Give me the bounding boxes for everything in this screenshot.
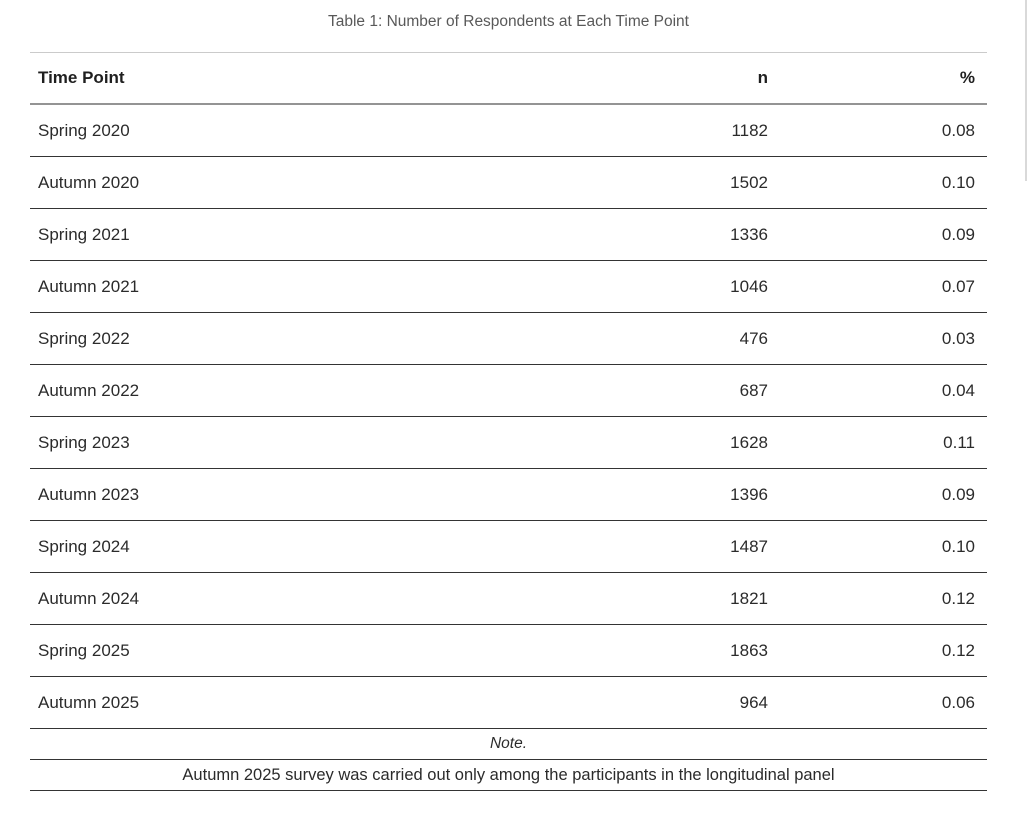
pct-cell: 0.09 xyxy=(768,468,987,521)
pct-cell: 0.03 xyxy=(768,312,987,365)
time-point-cell: Spring 2022 xyxy=(30,312,590,365)
table-row: Autumn 2021 1046 0.07 xyxy=(30,260,987,313)
table-row: Spring 2023 1628 0.11 xyxy=(30,416,987,469)
n-cell: 1487 xyxy=(590,520,768,573)
note-label: Note. xyxy=(30,728,987,760)
note-text: Autumn 2025 survey was carried out only … xyxy=(30,759,987,791)
table-row: Autumn 2024 1821 0.12 xyxy=(30,572,987,625)
n-cell: 1502 xyxy=(590,156,768,209)
time-point-cell: Autumn 2025 xyxy=(30,676,590,729)
n-cell: 1336 xyxy=(590,208,768,261)
n-cell: 1863 xyxy=(590,624,768,677)
column-header-time-point: Time Point xyxy=(30,52,590,105)
note-text-row: Autumn 2025 survey was carried out only … xyxy=(30,759,987,791)
table-row: Autumn 2023 1396 0.09 xyxy=(30,468,987,521)
table-row: Spring 2024 1487 0.10 xyxy=(30,520,987,573)
scrollbar-thumb[interactable] xyxy=(1025,0,1027,181)
table-row: Spring 2021 1336 0.09 xyxy=(30,208,987,261)
pct-cell: 0.04 xyxy=(768,364,987,417)
pct-cell: 0.06 xyxy=(768,676,987,729)
pct-cell: 0.09 xyxy=(768,208,987,261)
respondents-table: Time Point n % Spring 2020 1182 0.08 Aut… xyxy=(30,52,987,791)
table-row: Autumn 2025 964 0.06 xyxy=(30,676,987,729)
pct-cell: 0.12 xyxy=(768,572,987,625)
n-cell: 1396 xyxy=(590,468,768,521)
pct-cell: 0.12 xyxy=(768,624,987,677)
note-label-row: Note. xyxy=(30,728,987,760)
column-header-pct: % xyxy=(768,52,987,105)
n-cell: 964 xyxy=(590,676,768,729)
pct-cell: 0.07 xyxy=(768,260,987,313)
table-row: Spring 2025 1863 0.12 xyxy=(30,624,987,677)
time-point-cell: Spring 2021 xyxy=(30,208,590,261)
table-row: Autumn 2022 687 0.04 xyxy=(30,364,987,417)
table-row: Autumn 2020 1502 0.10 xyxy=(30,156,987,209)
table-caption: Table 1: Number of Respondents at Each T… xyxy=(327,13,689,30)
time-point-cell: Spring 2024 xyxy=(30,520,590,573)
n-cell: 476 xyxy=(590,312,768,365)
column-header-n: n xyxy=(590,52,768,105)
time-point-cell: Autumn 2023 xyxy=(30,468,590,521)
time-point-cell: Spring 2023 xyxy=(30,416,590,469)
pct-cell: 0.10 xyxy=(768,156,987,209)
time-point-cell: Spring 2025 xyxy=(30,624,590,677)
header-row: Time Point n % xyxy=(30,52,987,105)
table-row: Spring 2020 1182 0.08 xyxy=(30,104,987,157)
time-point-cell: Spring 2020 xyxy=(30,104,590,157)
n-cell: 1628 xyxy=(590,416,768,469)
time-point-cell: Autumn 2024 xyxy=(30,572,590,625)
n-cell: 1046 xyxy=(590,260,768,313)
time-point-cell: Autumn 2021 xyxy=(30,260,590,313)
pct-cell: 0.11 xyxy=(768,416,987,469)
n-cell: 1821 xyxy=(590,572,768,625)
pct-cell: 0.10 xyxy=(768,520,987,573)
table-row: Spring 2022 476 0.03 xyxy=(30,312,987,365)
n-cell: 1182 xyxy=(590,104,768,157)
time-point-cell: Autumn 2020 xyxy=(30,156,590,209)
time-point-cell: Autumn 2022 xyxy=(30,364,590,417)
table-container: Table 1: Number of Respondents at Each T… xyxy=(30,12,987,791)
n-cell: 687 xyxy=(590,364,768,417)
pct-cell: 0.08 xyxy=(768,104,987,157)
